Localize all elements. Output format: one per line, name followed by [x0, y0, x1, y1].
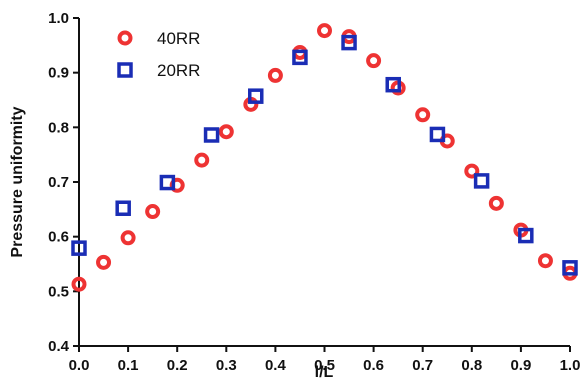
data-point-20rr [341, 34, 357, 51]
data-markers [71, 23, 578, 292]
x-tick-label: 0.1 [118, 357, 139, 374]
series-40rr [71, 23, 578, 292]
y-tick-label: 0.6 [48, 229, 69, 246]
data-point-40rr [488, 195, 504, 211]
x-tick-label: 0.5 [314, 357, 335, 374]
data-point-40rr [218, 124, 234, 140]
data-point-20rr [71, 240, 87, 256]
data-point-40rr [267, 67, 283, 83]
data-point-20rr [518, 227, 534, 244]
data-point-20rr [248, 88, 264, 104]
data-point-20rr [159, 174, 176, 191]
data-point-40rr [415, 107, 431, 123]
legend-marker-40rr [117, 30, 133, 46]
plot-area: 0.0 0.1 0.2 0.3 0.4 0.5 0.6 0.7 0.8 0.9 1.0 0.4 0.5… [48, 10, 580, 374]
y-tick-label: 0.7 [48, 174, 69, 191]
data-point-40rr [366, 53, 382, 69]
x-axis-title: l/L [315, 364, 334, 381]
data-point-40rr [120, 230, 136, 246]
x-tick-label: 0.2 [167, 357, 188, 374]
data-point-40rr [317, 23, 332, 39]
y-tick-label: 0.4 [48, 338, 70, 355]
data-point-20rr [292, 49, 308, 66]
data-point-20rr [385, 76, 401, 93]
x-ticks: 0.0 0.1 0.2 0.3 0.4 0.5 0.6 0.7 0.8 0.9 1.0 [69, 346, 581, 374]
data-point-20rr [429, 126, 446, 143]
y-ticks: 0.4 0.5 0.6 0.7 0.8 0.9 1.0 [48, 10, 79, 355]
data-point-40rr [194, 152, 210, 168]
y-tick-label: 1.0 [48, 10, 69, 27]
data-point-40rr [464, 163, 480, 179]
data-point-20rr [473, 173, 490, 189]
x-tick-label: 1.0 [560, 357, 581, 374]
data-point-40rr [96, 254, 112, 270]
data-point-40rr [145, 204, 161, 220]
y-tick-label: 0.5 [48, 283, 69, 300]
data-point-20rr [115, 200, 131, 216]
y-axis-title: Pressure uniformity [9, 106, 26, 257]
data-point-40rr [537, 253, 553, 269]
legend: 40RR 20RR [117, 29, 200, 80]
y-tick-label: 0.8 [48, 119, 69, 136]
data-point-20rr [562, 260, 578, 276]
legend-label-40rr: 40RR [157, 29, 200, 48]
data-point-20rr [203, 127, 220, 143]
x-tick-label: 0.6 [363, 357, 384, 374]
x-tick-label: 0.8 [461, 357, 482, 374]
y-tick-label: 0.9 [48, 65, 69, 82]
x-tick-label: 0.3 [216, 357, 237, 374]
x-tick-label: 0.9 [510, 357, 531, 374]
x-tick-label: 0.7 [412, 357, 433, 374]
x-tick-label: 0.0 [69, 357, 90, 374]
series-20rr [71, 34, 578, 276]
legend-marker-20rr [117, 62, 133, 78]
legend-label-20rr: 20RR [157, 61, 200, 80]
x-tick-label: 0.4 [265, 357, 287, 374]
data-point-40rr [71, 276, 87, 292]
